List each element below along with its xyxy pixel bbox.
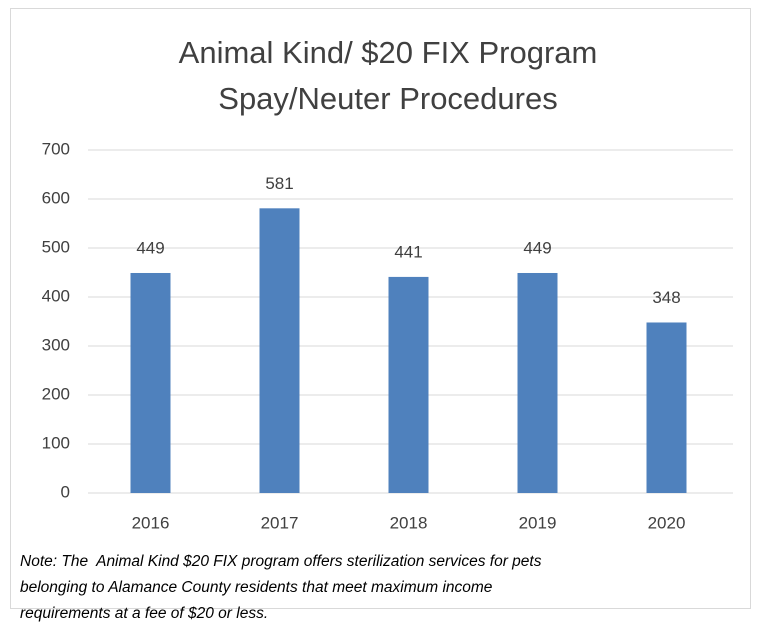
note: requirements at a fee of $20 or less. bbox=[20, 605, 268, 622]
note: Note: The Animal Kind $20 FIX program of… bbox=[20, 553, 542, 570]
x-tick-label: 2018 bbox=[390, 513, 428, 532]
y-tick-label: 200 bbox=[42, 384, 70, 403]
data-label: 581 bbox=[265, 174, 293, 193]
y-tick-label: 0 bbox=[61, 482, 70, 501]
note: belonging to Alamance County residents t… bbox=[20, 579, 493, 596]
data-label: 441 bbox=[394, 242, 422, 261]
data-label: 449 bbox=[136, 238, 164, 257]
data-label: 348 bbox=[652, 288, 680, 307]
x-tick-label: 2020 bbox=[648, 513, 686, 532]
chart-title: Animal Kind/ $20 FIX Program bbox=[179, 35, 598, 70]
data-label: 449 bbox=[523, 238, 551, 257]
y-tick-label: 300 bbox=[42, 335, 70, 354]
chart-title: Spay/Neuter Procedures bbox=[218, 81, 557, 116]
bar bbox=[388, 276, 429, 493]
bar bbox=[259, 208, 300, 493]
y-tick-label: 500 bbox=[42, 237, 70, 256]
y-tick-label: 600 bbox=[42, 188, 70, 207]
y-tick-label: 400 bbox=[42, 286, 70, 305]
bar bbox=[517, 272, 558, 493]
x-tick-label: 2016 bbox=[132, 513, 170, 532]
bar bbox=[130, 272, 171, 493]
y-tick-label: 100 bbox=[42, 433, 70, 452]
x-tick-label: 2019 bbox=[519, 513, 557, 532]
x-tick-label: 2017 bbox=[261, 513, 299, 532]
y-tick-label: 700 bbox=[42, 139, 70, 158]
bar bbox=[646, 322, 687, 493]
